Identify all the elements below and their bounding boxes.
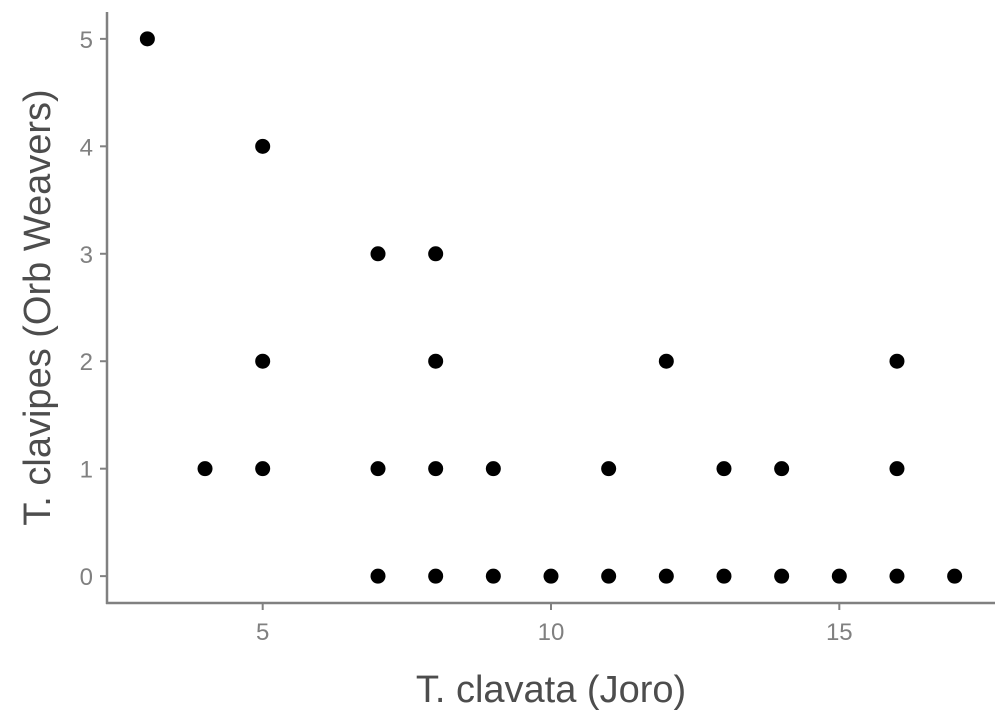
data-point [485,461,501,477]
y-axis-title: T. clavipes (Orb Weavers) [17,89,59,525]
data-point [485,568,501,584]
data-point [370,461,386,477]
data-point [601,568,617,584]
data-point [139,31,155,47]
data-point [255,353,271,369]
y-tick-label: 1 [80,457,93,484]
data-point [658,353,674,369]
y-tick-label: 4 [80,134,93,161]
data-point [428,246,444,262]
data-point [543,568,559,584]
data-point [716,568,732,584]
data-point [370,246,386,262]
y-ticks: 0 1 2 3 4 5 [80,27,107,591]
y-tick-label: 5 [80,27,93,54]
data-point [831,568,847,584]
data-point [889,461,905,477]
data-point [889,353,905,369]
axes [105,12,995,605]
y-tick-label: 2 [80,349,93,376]
data-point [428,461,444,477]
data-point [716,461,732,477]
y-tick-label: 0 [80,564,93,591]
data-point [658,568,674,584]
data-point [428,353,444,369]
data-point [370,568,386,584]
data-point [601,461,617,477]
data-point [889,568,905,584]
x-tick-label: 15 [826,619,853,646]
x-tick-label: 5 [256,619,269,646]
x-ticks: 5 10 15 [256,603,853,646]
data-point [197,461,213,477]
data-point [947,568,963,584]
data-point [774,568,790,584]
y-tick-label: 3 [80,242,93,269]
data-point [428,568,444,584]
x-tick-label: 10 [538,619,565,646]
x-axis-title: T. clavata (Joro) [416,669,686,711]
data-points [139,31,963,584]
data-point [774,461,790,477]
data-point [255,138,271,154]
data-point [255,461,271,477]
